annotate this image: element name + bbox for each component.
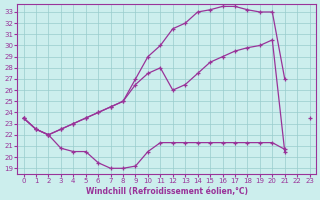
X-axis label: Windchill (Refroidissement éolien,°C): Windchill (Refroidissement éolien,°C) xyxy=(85,187,248,196)
